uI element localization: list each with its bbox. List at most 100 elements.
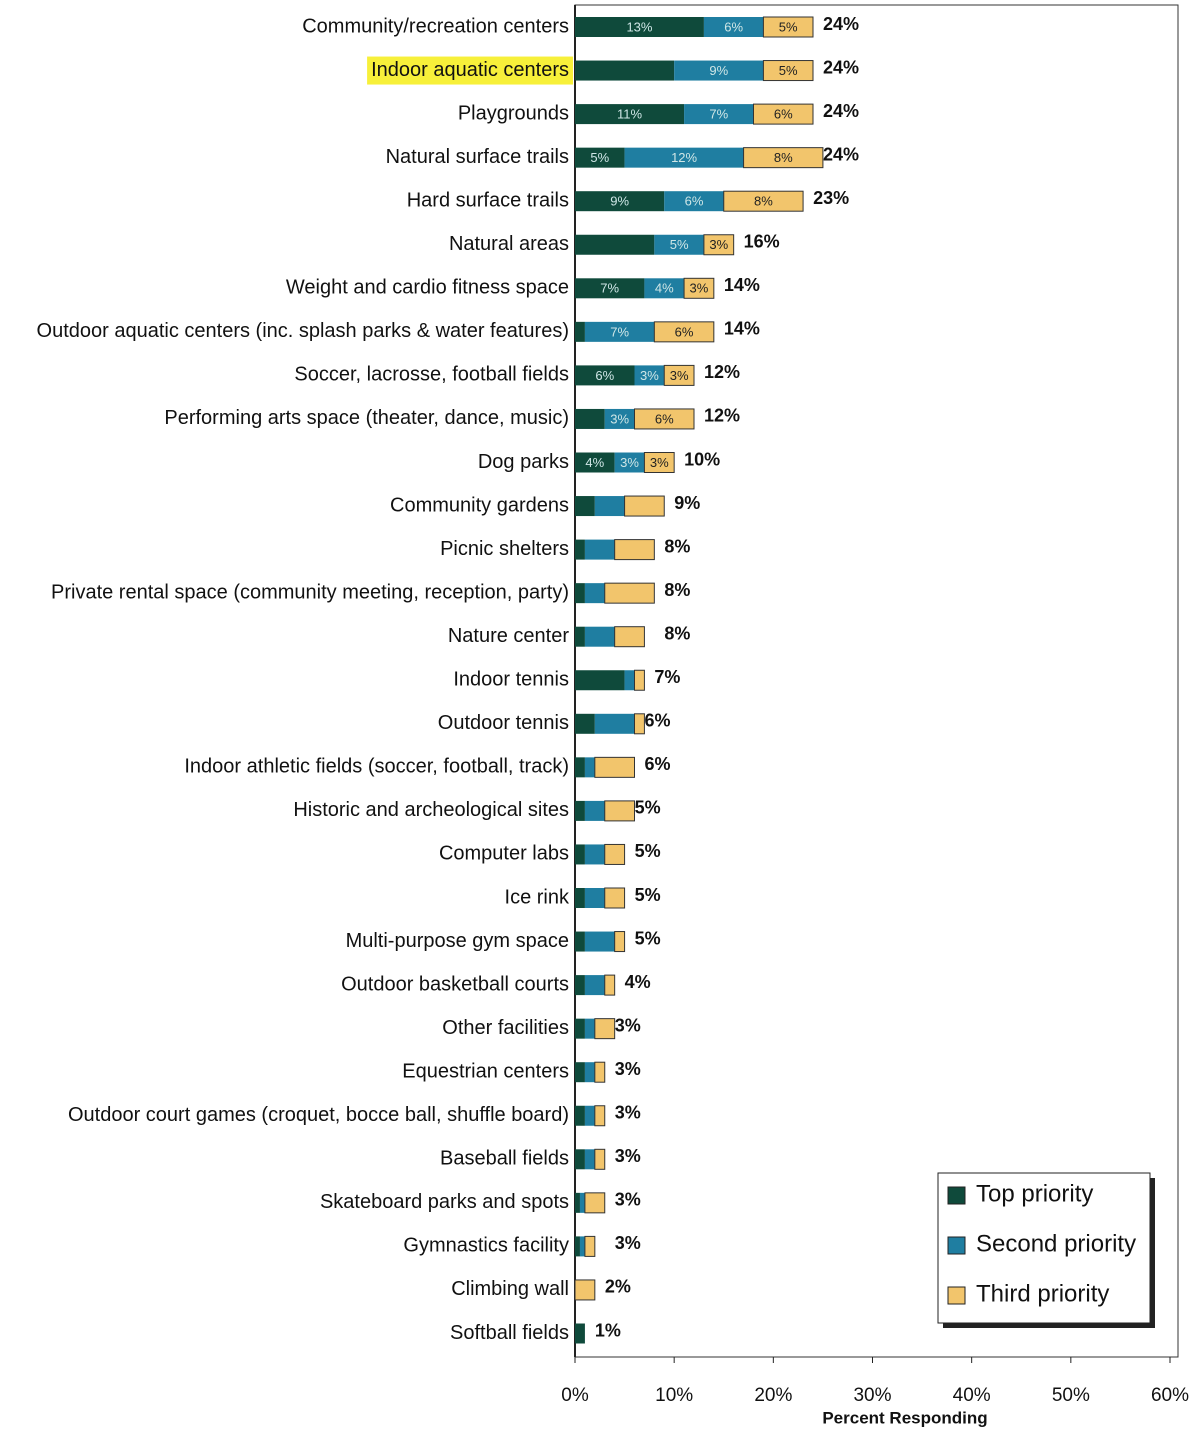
segment-label: 3% xyxy=(640,368,659,383)
legend-swatch xyxy=(947,1186,966,1205)
bar-segment xyxy=(575,408,605,429)
category-label: Computer labs xyxy=(439,843,569,865)
segment-label: 3% xyxy=(650,455,669,470)
total-label: 2% xyxy=(605,1277,631,1297)
bar-segment xyxy=(575,931,585,952)
total-label: 14% xyxy=(724,319,760,339)
category-label: Skateboard parks and spots xyxy=(320,1191,569,1213)
bar-segment xyxy=(584,626,615,647)
x-axis-label: Percent Responding xyxy=(822,1408,987,1427)
category-label: Natural surface trails xyxy=(386,146,569,168)
total-label: 24% xyxy=(823,57,859,77)
segment-label: 3% xyxy=(690,281,709,296)
legend-label: Second priority xyxy=(976,1230,1136,1257)
category-label: Picnic shelters xyxy=(440,538,569,560)
category-label: Outdoor basketball courts xyxy=(341,973,569,995)
bar-segment xyxy=(575,452,615,473)
total-label: 6% xyxy=(645,754,671,774)
segment-label: 9% xyxy=(610,194,629,209)
bar-segment xyxy=(624,147,744,168)
total-label: 6% xyxy=(645,711,671,731)
category-label: Indoor tennis xyxy=(453,669,569,691)
segment-label: 7% xyxy=(600,281,619,296)
category-label: Other facilities xyxy=(442,1017,569,1039)
total-label: 16% xyxy=(744,232,780,252)
category-label: Indoor aquatic centers xyxy=(371,59,569,81)
category-label: Dog parks xyxy=(478,451,569,473)
bar-segment xyxy=(634,669,645,691)
bar-segment xyxy=(614,452,645,473)
bar-segment xyxy=(674,60,764,81)
bar-segment xyxy=(575,1236,580,1257)
total-label: 12% xyxy=(704,362,740,382)
bar-segment xyxy=(723,190,804,212)
bar-segment xyxy=(575,278,645,299)
category-label: Private rental space (community meeting,… xyxy=(51,581,569,603)
bar-segment xyxy=(614,931,626,953)
bar-segment xyxy=(575,713,595,734)
segment-label: 11% xyxy=(617,107,642,122)
category-label: Historic and archeological sites xyxy=(293,799,569,821)
bar-segment xyxy=(575,975,585,996)
total-label: 5% xyxy=(635,841,661,861)
bar-segment xyxy=(594,756,635,778)
segment-label: 6% xyxy=(724,19,743,34)
bar-segment xyxy=(594,1148,606,1170)
category-label: Playgrounds xyxy=(458,102,569,124)
bar-segment xyxy=(584,757,595,778)
bar-segment xyxy=(644,278,685,299)
category-label: Ice rink xyxy=(505,886,570,908)
bar-segment xyxy=(604,800,635,822)
bar-segment xyxy=(604,408,635,429)
total-label: 8% xyxy=(664,536,690,556)
category-label: Community/recreation centers xyxy=(302,15,569,37)
category-label: Outdoor tennis xyxy=(438,712,569,734)
category-label: Community gardens xyxy=(390,494,569,516)
segment-label: 3% xyxy=(709,237,728,252)
x-tick-label: 50% xyxy=(1052,1385,1090,1406)
legend-label: Top priority xyxy=(976,1180,1093,1207)
category-label: Gymnastics facility xyxy=(403,1235,569,1257)
segment-label: 4% xyxy=(585,455,604,470)
bar-segment xyxy=(634,713,645,735)
segment-label: 13% xyxy=(626,19,652,34)
bar-segment xyxy=(604,974,616,996)
bar-segment xyxy=(703,17,764,37)
segment-label: 7% xyxy=(709,107,728,122)
bar-segment xyxy=(762,60,814,82)
total-label: 5% xyxy=(635,798,661,818)
total-label: 23% xyxy=(813,188,849,208)
legend-swatch xyxy=(947,1286,966,1305)
category-label: Multi-purpose gym space xyxy=(346,930,569,952)
bar-segment xyxy=(575,104,685,125)
category-label: Weight and cardio fitness space xyxy=(286,277,569,299)
segment-label: 3% xyxy=(670,368,689,383)
category-label: Climbing wall xyxy=(451,1278,569,1300)
bar-segment xyxy=(584,800,605,821)
segment-label: 5% xyxy=(779,63,798,78)
category-label: Baseball fields xyxy=(440,1148,569,1170)
bar-segment xyxy=(584,321,655,342)
category-label: Indoor athletic fields (soccer, football… xyxy=(184,756,569,778)
bar-segment xyxy=(575,1062,585,1083)
bar-segment xyxy=(584,975,605,996)
segment-label: 6% xyxy=(655,411,674,426)
segment-label: 6% xyxy=(685,194,704,209)
bar-segment xyxy=(584,583,605,604)
bar-segment xyxy=(762,16,814,38)
bar-segment xyxy=(663,364,695,386)
bar-segment xyxy=(614,539,655,561)
bar-segment xyxy=(575,1323,585,1344)
segment-label: 6% xyxy=(595,368,614,383)
bar-segment xyxy=(594,1018,616,1040)
bar-segment xyxy=(604,887,626,909)
bar-segment xyxy=(575,539,585,560)
bar-segment xyxy=(753,103,814,125)
bar-segment xyxy=(683,277,715,299)
bar-segment xyxy=(743,147,824,169)
segment-label: 3% xyxy=(620,455,639,470)
segment-label: 6% xyxy=(774,107,793,122)
category-label: Softball fields xyxy=(450,1322,569,1344)
total-label: 14% xyxy=(724,275,760,295)
bar-segment xyxy=(703,234,735,256)
